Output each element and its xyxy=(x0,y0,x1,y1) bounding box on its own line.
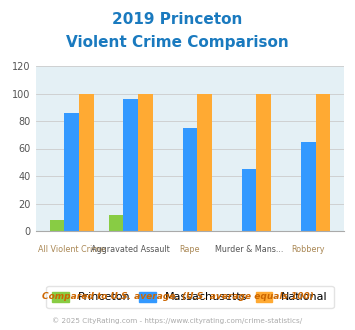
Text: Violent Crime Comparison: Violent Crime Comparison xyxy=(66,35,289,50)
Text: Murder & Mans...: Murder & Mans... xyxy=(215,245,283,254)
Bar xyxy=(242,169,256,231)
Bar xyxy=(197,93,212,231)
Bar xyxy=(64,113,79,231)
Bar xyxy=(182,128,197,231)
Bar xyxy=(301,142,316,231)
Bar xyxy=(316,93,330,231)
Bar xyxy=(109,214,124,231)
Text: Aggravated Assault: Aggravated Assault xyxy=(92,245,170,254)
Text: All Violent Crime: All Violent Crime xyxy=(38,245,105,254)
Bar xyxy=(79,93,94,231)
Bar xyxy=(50,220,64,231)
Bar xyxy=(124,99,138,231)
Text: Robbery: Robbery xyxy=(291,245,325,254)
Text: 2019 Princeton: 2019 Princeton xyxy=(112,12,243,26)
Legend: Princeton, Massachusetts, National: Princeton, Massachusetts, National xyxy=(47,286,333,308)
Text: Compared to U.S. average. (U.S. average equals 100): Compared to U.S. average. (U.S. average … xyxy=(42,292,313,301)
Text: Rape: Rape xyxy=(180,245,200,254)
Bar xyxy=(256,93,271,231)
Text: © 2025 CityRating.com - https://www.cityrating.com/crime-statistics/: © 2025 CityRating.com - https://www.city… xyxy=(53,317,302,324)
Bar xyxy=(138,93,153,231)
